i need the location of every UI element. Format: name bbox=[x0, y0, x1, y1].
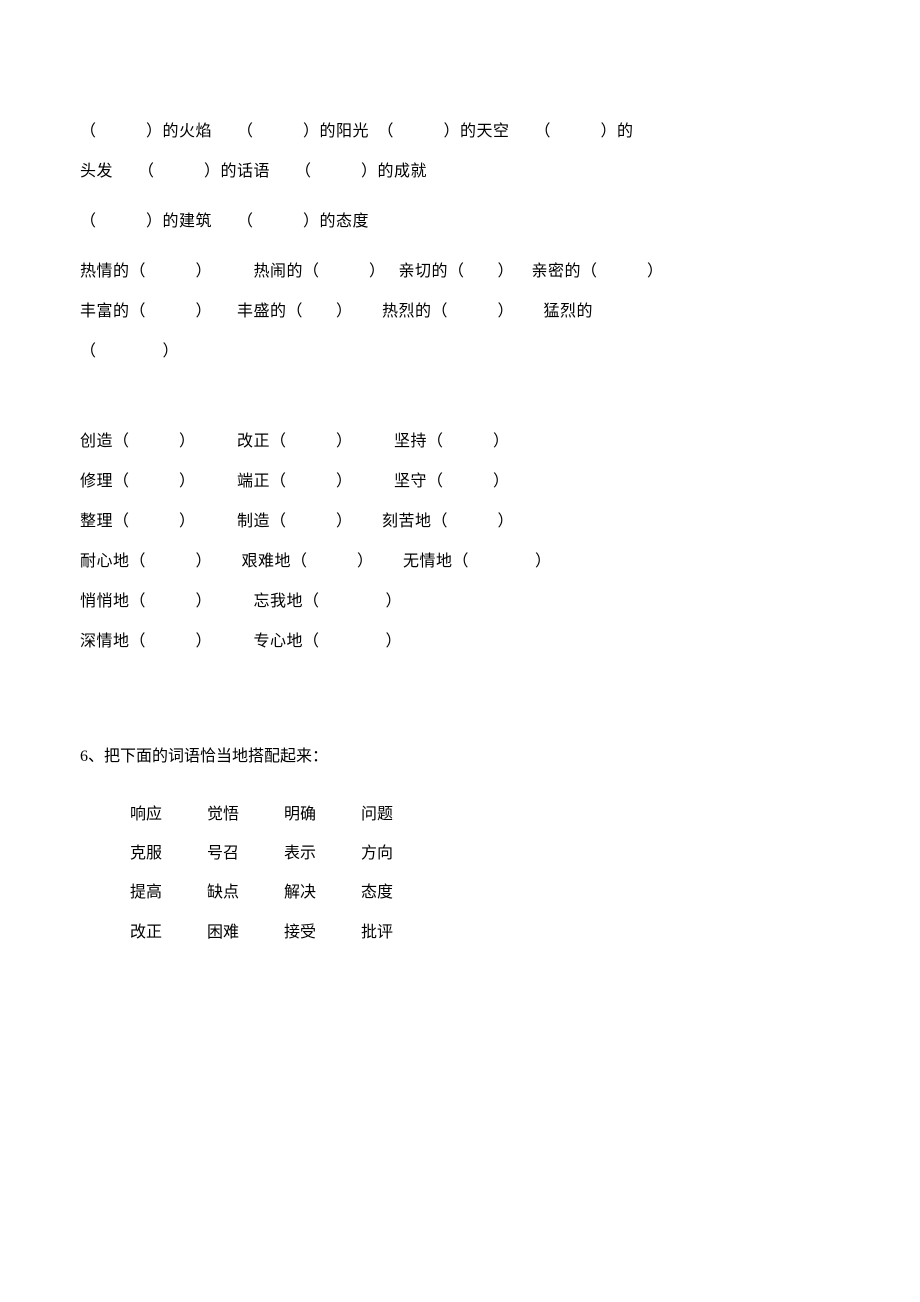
table-cell: 改正 bbox=[130, 915, 207, 954]
table-cell: 解决 bbox=[284, 875, 361, 914]
fill-blank-line: 整理（ ） 制造（ ） 刻苦地（ ） bbox=[80, 502, 840, 542]
fill-blank-line: 耐心地（ ） 艰难地（ ） 无情地（ ） bbox=[80, 542, 840, 582]
spacer bbox=[80, 372, 840, 422]
table-cell: 明确 bbox=[284, 797, 361, 836]
document-content: （ ）的火焰 （ ）的阳光 （ ）的天空 （ ）的 头发 （ ）的话语 （ ）的… bbox=[80, 112, 840, 954]
word-matching-table: 响应觉悟明确问题克服号召表示方向提高缺点解决态度改正困难接受批评 bbox=[130, 797, 438, 954]
table-cell: 方向 bbox=[361, 836, 438, 875]
fill-blank-line: （ ）的火焰 （ ）的阳光 （ ）的天空 （ ）的 bbox=[80, 112, 840, 152]
spacer bbox=[80, 192, 840, 202]
spacer bbox=[80, 242, 840, 252]
table-cell: 号召 bbox=[207, 836, 284, 875]
fill-blank-line: 丰富的（ ） 丰盛的（ ） 热烈的（ ） 猛烈的 bbox=[80, 292, 840, 332]
table-cell: 问题 bbox=[361, 797, 438, 836]
table-cell: 接受 bbox=[284, 915, 361, 954]
table-cell: 困难 bbox=[207, 915, 284, 954]
table-cell: 表示 bbox=[284, 836, 361, 875]
table-row: 改正困难接受批评 bbox=[130, 915, 438, 954]
table-cell: 缺点 bbox=[207, 875, 284, 914]
fill-blank-line: （ ） bbox=[80, 332, 840, 372]
table-row: 提高缺点解决态度 bbox=[130, 875, 438, 914]
fill-blank-line: 修理（ ） 端正（ ） 坚守（ ） bbox=[80, 462, 840, 502]
table-cell: 批评 bbox=[361, 915, 438, 954]
table-cell: 克服 bbox=[130, 836, 207, 875]
table-row: 克服号召表示方向 bbox=[130, 836, 438, 875]
fill-blank-line: 深情地（ ） 专心地（ ） bbox=[80, 622, 840, 662]
table-cell: 提高 bbox=[130, 875, 207, 914]
table-cell: 觉悟 bbox=[207, 797, 284, 836]
table-cell: 态度 bbox=[361, 875, 438, 914]
fill-blank-line: 创造（ ） 改正（ ） 坚持（ ） bbox=[80, 422, 840, 462]
question-title: 6、把下面的词语恰当地搭配起来： bbox=[80, 737, 840, 777]
table-row: 响应觉悟明确问题 bbox=[130, 797, 438, 836]
fill-blank-line: （ ）的建筑 （ ）的态度 bbox=[80, 202, 840, 242]
fill-blank-line: 热情的（ ） 热闹的（ ） 亲切的（ ） 亲密的（ ） bbox=[80, 252, 840, 292]
fill-blank-line: 悄悄地（ ） 忘我地（ ） bbox=[80, 582, 840, 622]
fill-blank-line: 头发 （ ）的话语 （ ）的成就 bbox=[80, 152, 840, 192]
table-cell: 响应 bbox=[130, 797, 207, 836]
